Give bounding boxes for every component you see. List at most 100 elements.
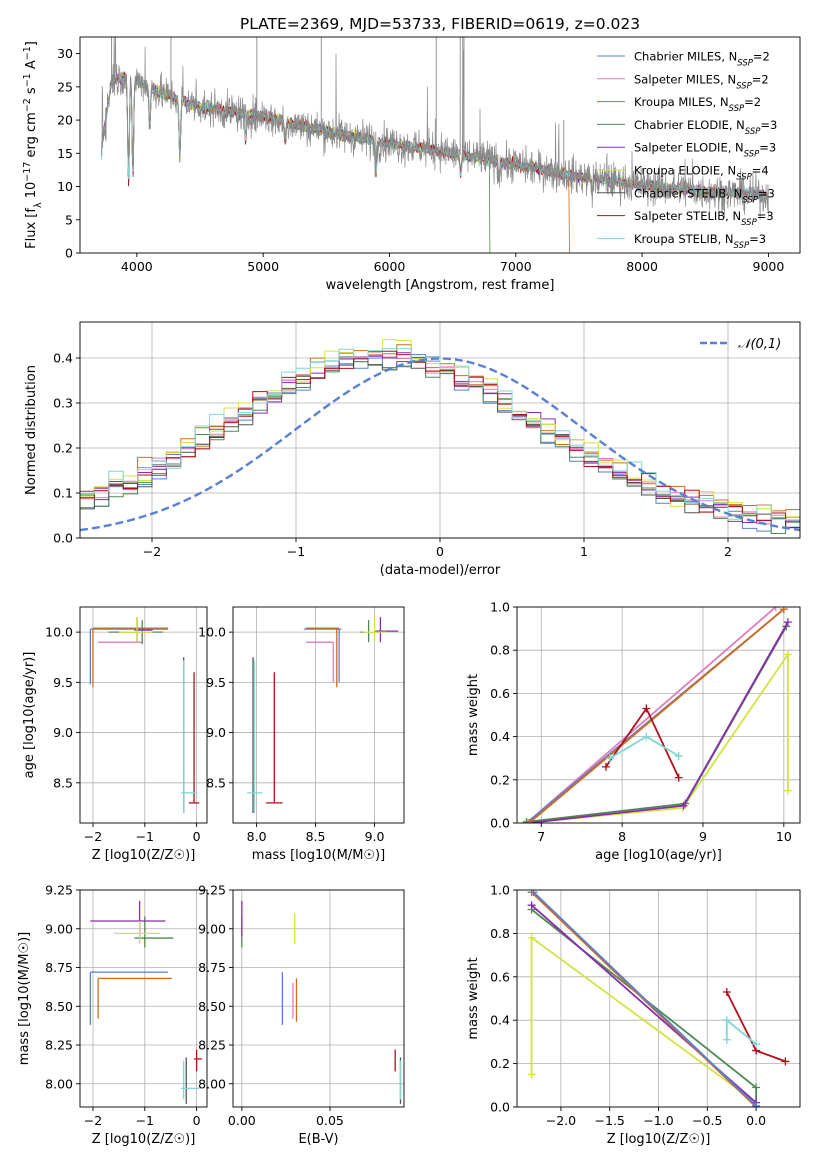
weight-marker (642, 732, 651, 741)
y-tick-label: 0.2 (53, 441, 73, 456)
x-tick-label: −2 (84, 829, 102, 844)
x-tick-label: 0 (436, 544, 444, 559)
x-axis-label: Z [log10(Z/Z☉)] (607, 1132, 711, 1147)
y-axis-label: Flux [fλ 10−17 erg cm−2 s−1 A−1] (22, 41, 44, 249)
weight-line (528, 608, 785, 823)
x-tick-label: 0.05 (316, 1113, 344, 1128)
legend-label: Kroupa STELIB, NSSP=3 (634, 232, 766, 251)
y-tick-label: 0.4 (53, 351, 73, 366)
y-axis-label: mass weight (466, 957, 481, 1039)
x-tick-label: −1 (136, 1113, 154, 1128)
y-tick-label: 0.2 (490, 1056, 510, 1071)
x-tick-label: −2 (84, 1113, 102, 1128)
y-tick-label: 10.0 (198, 625, 226, 640)
y-tick-label: 25 (57, 79, 73, 94)
weight-marker (752, 1101, 761, 1107)
y-tick-label: 8.75 (198, 960, 226, 975)
axes-frame (79, 321, 801, 539)
y-tick-label: 8.5 (53, 775, 73, 790)
y-axis-label: Normed distribution (24, 365, 39, 495)
x-tick-label: 6000 (374, 259, 406, 274)
y-tick-label: 15 (57, 146, 73, 161)
y-tick-label: 9.5 (53, 675, 73, 690)
y-tick-label: 5 (65, 212, 73, 227)
panel-residuals: −2 −1 0 1 2 0.0 0.1 0.2 0.3 0.4 (data-model)/error… (24, 321, 801, 578)
y-tick-label: 10.0 (45, 625, 73, 640)
y-tick-label: 0.0 (490, 1100, 510, 1115)
y-tick-label: 9.0 (53, 725, 73, 740)
x-tick-label: 0 (193, 829, 201, 844)
x-axis-label: wavelength [Angstrom, rest frame] (326, 278, 555, 293)
residual-histogram (80, 350, 800, 529)
y-tick-label: 0.1 (53, 486, 73, 501)
plot-area (89, 617, 200, 813)
legend-label: Salpeter MILES, NSSP=2 (634, 72, 769, 91)
legend-label: Chabrier ELODIE, NSSP=3 (634, 118, 777, 137)
y-tick-label: 0.6 (490, 969, 510, 984)
panel-weight_vs_Z: −2.0 −1.5 −1.0 −0.5 0.0 0.0 0.2 0.4 0.6 0.8 1.0 Z [… (466, 883, 801, 1147)
normal-curve (80, 357, 800, 532)
axes-frame (79, 36, 801, 254)
legend-label: Chabrier MILES, NSSP=2 (634, 50, 770, 69)
panel-age_vs_Z: −2 −1 0 8.5 9.0 9.5 10.0 Z [log10(Z/Z☉)] age [lo… (22, 606, 208, 863)
residual-histogram (80, 356, 800, 534)
y-tick-label: 8.50 (45, 999, 73, 1014)
weight-marker (521, 819, 530, 823)
panel-age_vs_mass: 8.0 8.5 9.0 8.5 9.0 9.5 10.0 mass [log10(M/M☉)] (198, 606, 405, 863)
panel-weight_vs_age: 7 8 9 10 0.0 0.2 0.4 0.6 0.8 1.0 age [log10(age/yr… (466, 600, 801, 863)
y-tick-label: 9.25 (198, 883, 226, 898)
weight-marker (783, 650, 792, 659)
x-axis-label: (data-model)/error (380, 563, 501, 578)
x-axis-label: age [log10(age/yr)] (595, 848, 722, 863)
axes-frame (516, 889, 801, 1108)
weight-line (725, 1018, 757, 1045)
weight-marker (674, 773, 683, 782)
axes-frame (79, 606, 208, 824)
x-tick-label: 7 (537, 829, 545, 844)
y-tick-label: 0.0 (490, 816, 510, 831)
x-tick-label: 9000 (753, 259, 785, 274)
x-tick-label: 5000 (247, 259, 279, 274)
x-tick-label: 0 (193, 1113, 201, 1128)
y-tick-label: 0.6 (490, 686, 510, 701)
x-tick-label: 9.0 (365, 829, 385, 844)
y-tick-label: 8.00 (198, 1076, 226, 1091)
plot-area (241, 900, 402, 1104)
y-tick-label: 1.0 (490, 883, 510, 898)
x-tick-label: 10 (776, 829, 792, 844)
y-tick-label: 8.50 (198, 999, 226, 1014)
panel-mass_vs_ebv: 0.00 0.05 8.00 8.25 8.50 8.75 9.00 9.25 E(B-V) (198, 883, 405, 1147)
y-tick-label: 9.00 (198, 921, 226, 936)
y-tick-label: 8.25 (198, 1038, 226, 1053)
y-tick-label: 0.8 (490, 643, 510, 658)
x-axis-label: E(B-V) (298, 1132, 338, 1147)
weight-line (526, 607, 777, 823)
x-tick-label: −1 (287, 544, 305, 559)
y-tick-label: 1.0 (490, 600, 510, 615)
weight-marker (527, 933, 536, 942)
plot-area (247, 617, 399, 813)
y-tick-label: 8.00 (45, 1076, 73, 1091)
x-tick-label: 8 (618, 829, 626, 844)
y-tick-label: 9.25 (45, 883, 73, 898)
legend-label: Salpeter ELODIE, NSSP=3 (634, 141, 776, 160)
grid-lines (80, 322, 800, 539)
panel-spectrum: 4000 5000 6000 7000 8000 9000 0 5 10 15 20 25 30 wave… (22, 36, 801, 293)
weight-marker (752, 1083, 761, 1092)
x-tick-label: −2.0 (546, 1113, 576, 1128)
y-axis-label: mass weight (466, 674, 481, 756)
grid-lines (517, 889, 800, 1108)
y-axis-label: age [log10(age/yr)] (22, 652, 37, 779)
axes-frame (516, 606, 801, 824)
panel-mass_vs_Z: −2 −1 0 8.00 8.25 8.50 8.75 9.00 9.25 Z [log10(Z/… (17, 883, 208, 1147)
y-tick-label: 20 (57, 113, 73, 128)
y-tick-label: 0 (65, 246, 73, 261)
x-tick-label: 0.00 (228, 1113, 256, 1128)
weight-marker (783, 786, 792, 795)
x-tick-label: 2 (724, 544, 732, 559)
plot-area (101, 37, 769, 253)
weight-marker (522, 819, 531, 823)
x-tick-label: 9 (699, 829, 707, 844)
legend-label: Kroupa MILES, NSSP=2 (634, 95, 761, 114)
